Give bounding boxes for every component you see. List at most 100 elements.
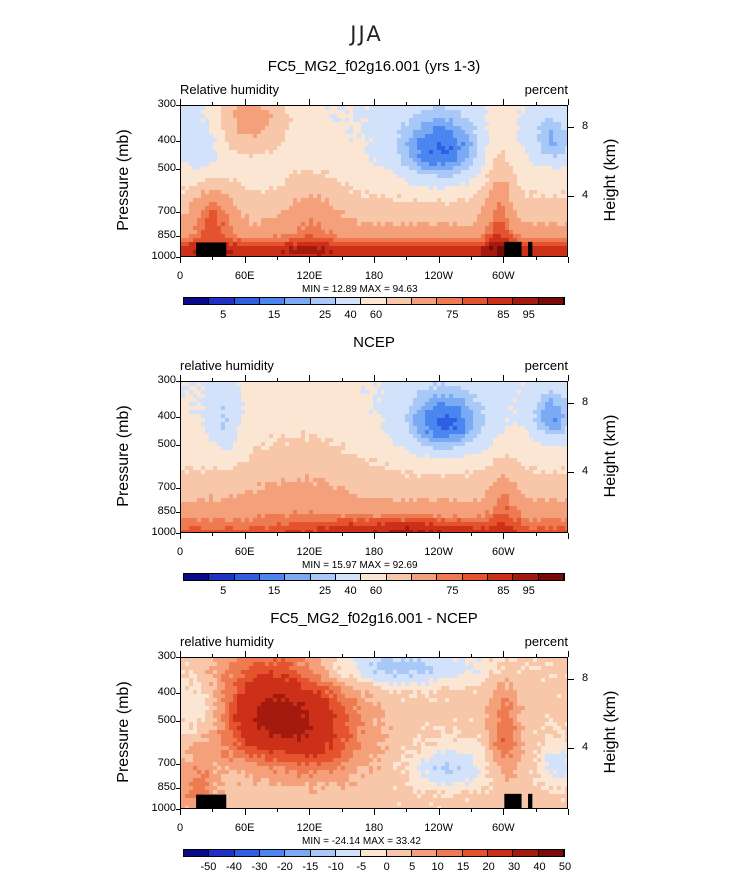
contour-cell [293,114,298,119]
contour-cell [353,158,358,163]
contour-cell [325,198,330,203]
contour-cell [281,210,286,215]
contour-cell [489,406,494,411]
contour-cell [301,178,306,183]
contour-cell [329,126,334,131]
contour-cell [425,166,430,171]
contour-cell [521,422,526,427]
contour-cell [293,142,298,147]
contour-cell [549,178,554,183]
contour-cell [261,150,266,155]
contour-cell [321,178,326,183]
contour-cell [233,422,238,427]
contour-cell [357,394,362,399]
contour-cell [225,182,230,187]
contour-cell [529,402,534,407]
contour-cell [481,246,486,251]
contour-cell [337,146,342,151]
contour-cell [317,430,322,435]
contour-cell [505,218,510,223]
contour-cell [253,146,258,151]
contour-cell [201,390,206,395]
contour-cell [565,166,568,171]
contour-cell [473,214,478,219]
contour-cell [265,218,270,223]
contour-cell [305,174,310,179]
contour-cell [277,194,282,199]
contour-cell [337,150,342,155]
contour-cell [309,382,314,387]
contour-cell [453,146,458,151]
contour-cell [345,430,350,435]
contour-cell [565,154,568,159]
contour-cell [405,190,410,195]
colorbar-swatch [387,298,412,304]
contour-cell [425,242,430,247]
contour-cell [197,126,202,131]
contour-cell [561,198,566,203]
contour-cell [465,158,470,163]
contour-cell [281,118,286,123]
contour-cell [333,390,338,395]
contour-cell [317,146,322,151]
contour-cell [357,110,362,115]
contour-cell [337,246,342,251]
contour-cell [345,138,350,143]
contour-cell [269,382,274,387]
contour-cell [285,122,290,127]
contour-cell [489,174,494,179]
contour-cell [321,146,326,151]
contour-cell [509,190,514,195]
contour-cell [293,162,298,167]
contour-cell [565,114,568,119]
contour-cell [509,386,514,391]
contour-cell [405,174,410,179]
contour-cell [325,194,330,199]
contour-cell [553,158,558,163]
contour-cell [249,210,254,215]
contour-cell [373,138,378,143]
contour-cell [233,154,238,159]
contour-cell [301,422,306,427]
contour-cell [277,426,282,431]
contour-cell [485,178,490,183]
contour-cell [361,406,366,411]
contour-cell [341,202,346,207]
contour-cell [549,166,554,171]
contour-cell [377,202,382,207]
contour-cell [405,398,410,403]
contour-cell [309,170,314,175]
contour-cell [225,386,230,391]
contour-cell [237,398,242,403]
contour-cell [377,130,382,135]
contour-cell [273,130,278,135]
contour-cell [389,118,394,123]
contour-cell [257,218,262,223]
contour-cell [437,178,442,183]
contour-cell [321,430,326,435]
contour-cell [229,178,234,183]
contour-cell [505,146,510,151]
contour-cell [549,382,554,387]
contour-cell [529,178,534,183]
contour-cell [525,182,530,187]
contour-cell [309,110,314,115]
contour-cell [517,174,522,179]
contour-cell [425,394,430,399]
contour-cell [361,170,366,175]
contour-cell [373,246,378,251]
variable-label: Relative humidity [180,82,279,97]
contour-cell [505,174,510,179]
contour-cell [185,158,190,163]
contour-cell [277,146,282,151]
contour-cell [497,170,502,175]
contour-cell [433,174,438,179]
contour-cell [269,162,274,167]
contour-cell [469,150,474,155]
contour-cell [533,106,538,111]
contour-cell [485,106,490,111]
contour-cell [433,150,438,155]
contour-cell [549,138,554,143]
contour-cell [225,382,230,387]
contour-cell [321,238,326,243]
